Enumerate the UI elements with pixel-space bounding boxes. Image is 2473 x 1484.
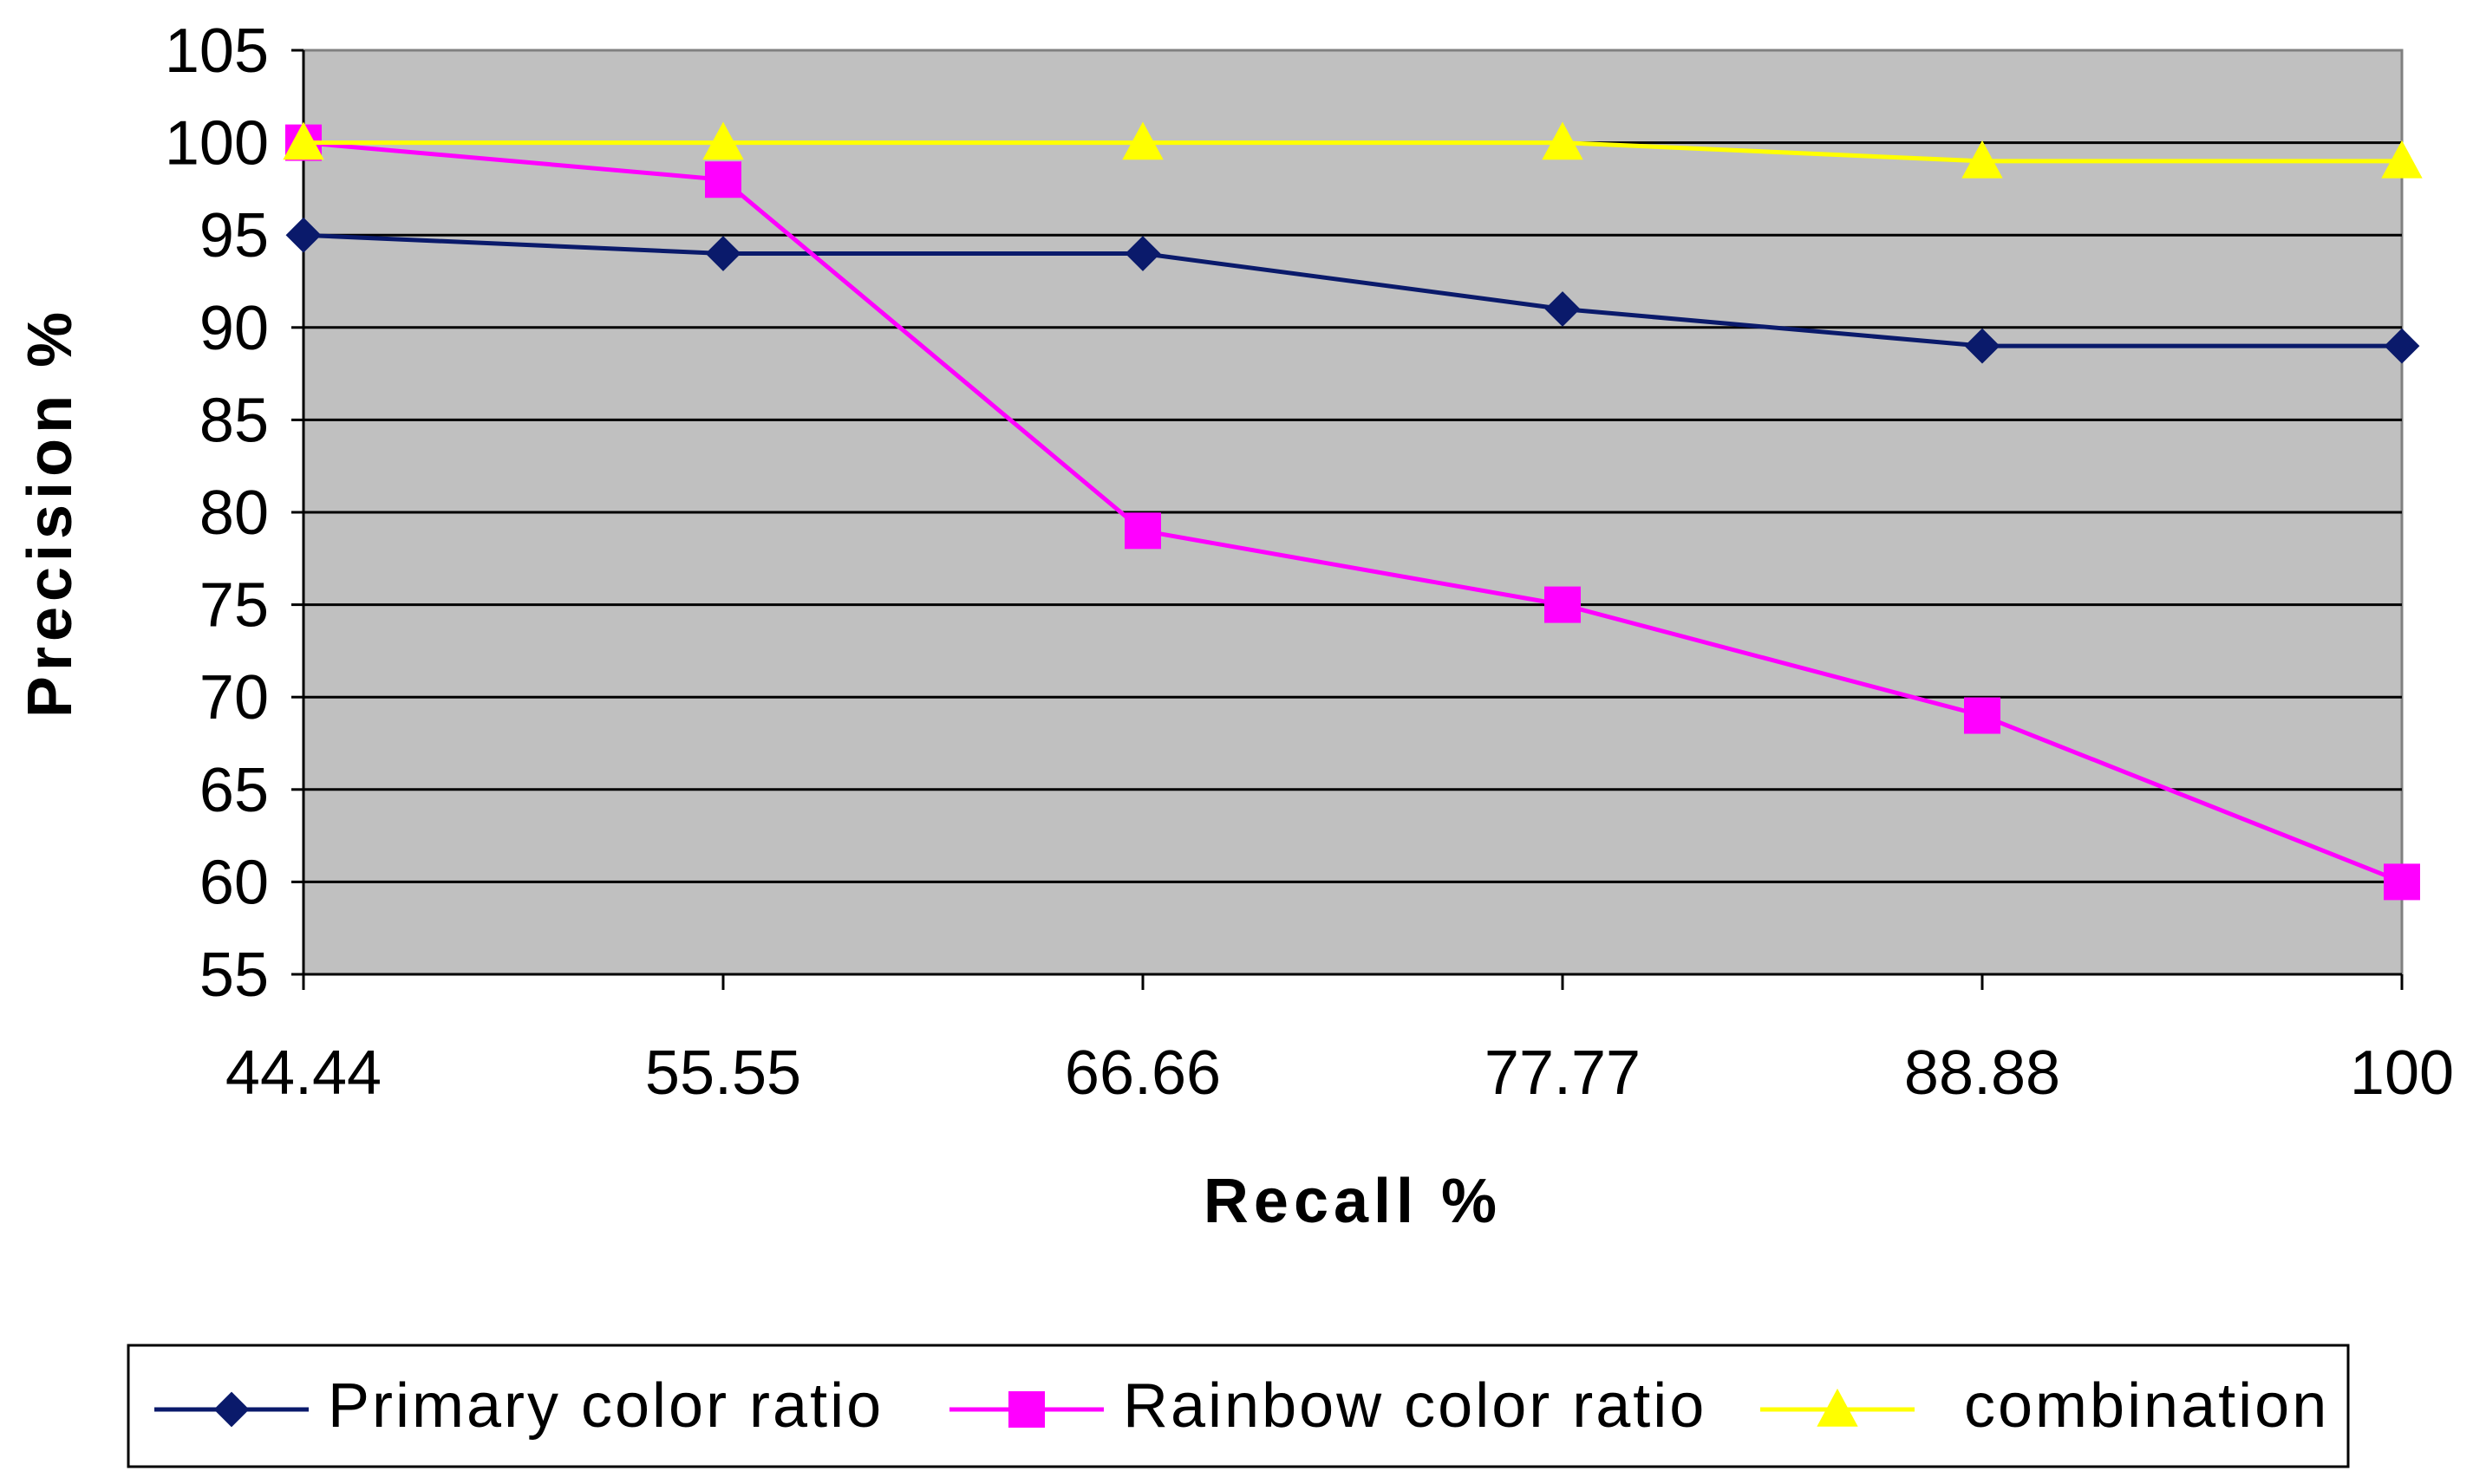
legend-label-primary-color-ratio: Primary color ratio — [328, 1371, 884, 1441]
point-combination-3 — [1542, 121, 1583, 160]
series-line-combination — [303, 140, 2402, 164]
y-tick-label-60: 60 — [199, 848, 269, 917]
point-primary-color-ratio-4 — [1964, 328, 2000, 364]
series-line-rainbow-color-ratio — [303, 140, 2403, 884]
legend: Primary color ratio Rainbow color ratio co… — [127, 1344, 2350, 1468]
point-primary-color-ratio-1 — [705, 236, 741, 271]
legend-marker-rainbow-color-ratio — [1008, 1391, 1045, 1428]
y-tick-label-80: 80 — [199, 478, 269, 548]
point-rainbow-color-ratio-3 — [1544, 586, 1581, 623]
point-combination-0 — [283, 121, 324, 160]
series-line-primary-color-ratio — [303, 232, 2402, 348]
x-tick-label-2: 66.66 — [1065, 1038, 1221, 1108]
y-tick-label-75: 75 — [199, 571, 269, 641]
y-tick-label-70: 70 — [199, 663, 269, 732]
y-axis-title: Precision % — [16, 307, 85, 718]
y-tick-label-65: 65 — [199, 756, 269, 825]
point-rainbow-color-ratio-1 — [705, 161, 741, 199]
y-tick-label-105: 105 — [165, 16, 269, 86]
y-tick-label-100: 100 — [165, 109, 269, 179]
x-tick-label-4: 88.88 — [1904, 1038, 2060, 1108]
legend-label-combination: combination — [1964, 1371, 2329, 1441]
point-combination-2 — [1122, 121, 1164, 160]
series-group — [283, 121, 2423, 901]
legend-items: Primary color ratio Rainbow color ratio co… — [154, 1371, 2329, 1441]
legend-box — [127, 1344, 2350, 1468]
point-primary-color-ratio-5 — [2384, 328, 2420, 364]
point-primary-color-ratio-3 — [1544, 291, 1581, 327]
x-tick-label-5: 100 — [2350, 1038, 2454, 1108]
x-tick-label-0: 44.44 — [225, 1038, 382, 1108]
y-tick-label-95: 95 — [199, 201, 269, 270]
point-combination-5 — [2381, 140, 2423, 179]
y-tick-label-90: 90 — [199, 294, 269, 363]
x-axis: 44.44 55.55 66.66 77.77 88.88 100 — [225, 973, 2454, 1108]
x-axis-title: Recall % — [1204, 1167, 1502, 1236]
point-rainbow-color-ratio-5 — [2384, 863, 2420, 901]
point-rainbow-color-ratio-2 — [1125, 512, 1161, 550]
point-primary-color-ratio-2 — [1125, 236, 1161, 271]
y-tick-label-55: 55 — [199, 941, 269, 1010]
legend-marker-primary-color-ratio — [213, 1391, 250, 1428]
legend-marker-combination — [1817, 1388, 1858, 1427]
y-tick-label-85: 85 — [199, 386, 269, 455]
legend-label-rainbow-color-ratio: Rainbow color ratio — [1123, 1371, 1706, 1441]
point-combination-4 — [1961, 140, 2003, 179]
y-axis: 55 60 65 70 75 80 85 90 95 100 105 — [165, 16, 305, 1010]
point-primary-color-ratio-0 — [285, 217, 322, 253]
x-tick-label-1: 55.55 — [645, 1038, 801, 1108]
x-tick-label-3: 77.77 — [1484, 1038, 1641, 1108]
point-combination-1 — [702, 121, 744, 160]
point-rainbow-color-ratio-4 — [1964, 697, 2000, 734]
